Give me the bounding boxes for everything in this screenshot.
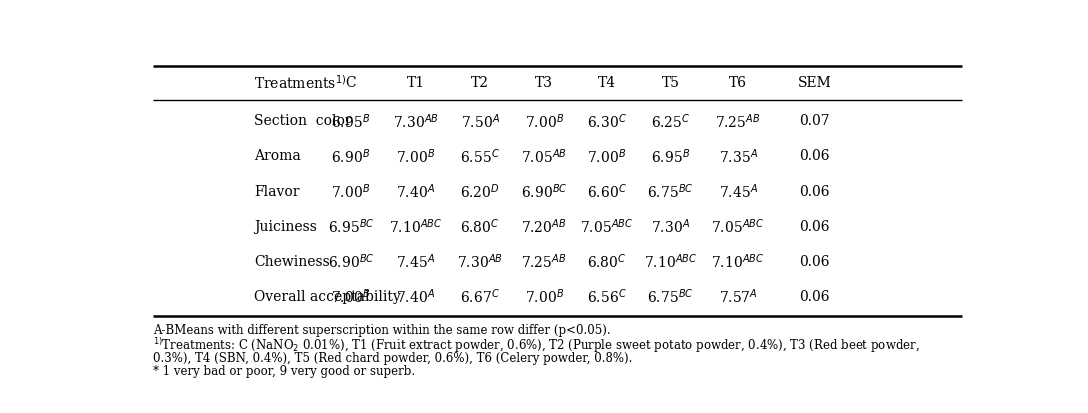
Text: 7.30$^{AB}$: 7.30$^{AB}$ — [393, 112, 438, 131]
Text: 6.20$^{D}$: 6.20$^{D}$ — [460, 182, 499, 200]
Text: Flavor: Flavor — [254, 184, 299, 198]
Text: C: C — [346, 76, 357, 90]
Text: 7.25$^{AB}$: 7.25$^{AB}$ — [715, 112, 761, 131]
Text: 7.00$^{B}$: 7.00$^{B}$ — [332, 287, 371, 305]
Text: 7.45$^{A}$: 7.45$^{A}$ — [718, 182, 757, 200]
Text: 6.30$^{C}$: 6.30$^{C}$ — [586, 112, 627, 131]
Text: 7.00$^{B}$: 7.00$^{B}$ — [586, 147, 626, 165]
Text: Treatments$^{1)}$: Treatments$^{1)}$ — [254, 74, 346, 92]
Text: A-BMeans with different superscription within the same row differ (p<0.05).: A-BMeans with different superscription w… — [152, 323, 610, 336]
Text: 7.10$^{ABC}$: 7.10$^{ABC}$ — [644, 252, 697, 271]
Text: 7.45$^{A}$: 7.45$^{A}$ — [396, 252, 435, 271]
Text: 6.80$^{C}$: 6.80$^{C}$ — [460, 217, 499, 235]
Text: 6.75$^{BC}$: 6.75$^{BC}$ — [647, 182, 694, 200]
Text: 6.55$^{C}$: 6.55$^{C}$ — [460, 147, 499, 165]
Text: 0.06: 0.06 — [800, 254, 830, 268]
Text: T2: T2 — [471, 76, 489, 90]
Text: 0.06: 0.06 — [800, 219, 830, 233]
Text: SEM: SEM — [798, 76, 831, 90]
Text: 6.60$^{C}$: 6.60$^{C}$ — [586, 182, 627, 200]
Text: 7.40$^{A}$: 7.40$^{A}$ — [396, 182, 435, 200]
Text: 6.90$^{BC}$: 6.90$^{BC}$ — [327, 252, 374, 271]
Text: 7.00$^{B}$: 7.00$^{B}$ — [332, 182, 371, 200]
Text: 7.35$^{A}$: 7.35$^{A}$ — [718, 147, 757, 165]
Text: 7.05$^{ABC}$: 7.05$^{ABC}$ — [712, 217, 765, 235]
Text: Section  color: Section color — [254, 114, 351, 128]
Text: 6.95$^{BC}$: 6.95$^{BC}$ — [327, 217, 374, 235]
Text: Overall acceptability: Overall acceptability — [254, 289, 400, 303]
Text: 6.95$^{B}$: 6.95$^{B}$ — [651, 147, 690, 165]
Text: Juiciness: Juiciness — [254, 219, 317, 233]
Text: 6.90$^{BC}$: 6.90$^{BC}$ — [521, 182, 567, 200]
Text: T3: T3 — [535, 76, 553, 90]
Text: 7.10$^{ABC}$: 7.10$^{ABC}$ — [712, 252, 765, 271]
Text: 0.3%), T4 (SBN, 0.4%), T5 (Red chard powder, 0.6%), T6 (Celery powder, 0.8%).: 0.3%), T4 (SBN, 0.4%), T5 (Red chard pow… — [152, 351, 632, 364]
Text: T6: T6 — [729, 76, 747, 90]
Text: 6.75$^{BC}$: 6.75$^{BC}$ — [647, 287, 694, 305]
Text: 0.07: 0.07 — [800, 114, 830, 128]
Text: T5: T5 — [662, 76, 680, 90]
Text: 6.25$^{C}$: 6.25$^{C}$ — [651, 112, 690, 131]
Text: 0.06: 0.06 — [800, 149, 830, 163]
Text: 6.95$^{B}$: 6.95$^{B}$ — [332, 112, 371, 131]
Text: 7.20$^{AB}$: 7.20$^{AB}$ — [521, 217, 567, 235]
Text: 0.06: 0.06 — [800, 289, 830, 303]
Text: 7.57$^{A}$: 7.57$^{A}$ — [719, 287, 757, 305]
Text: 6.67$^{C}$: 6.67$^{C}$ — [460, 287, 499, 305]
Text: 7.00$^{B}$: 7.00$^{B}$ — [396, 147, 435, 165]
Text: T4: T4 — [597, 76, 616, 90]
Text: T1: T1 — [407, 76, 425, 90]
Text: 7.30$^{AB}$: 7.30$^{AB}$ — [457, 252, 503, 271]
Text: Aroma: Aroma — [254, 149, 300, 163]
Text: 7.00$^{B}$: 7.00$^{B}$ — [524, 112, 564, 131]
Text: 0.06: 0.06 — [800, 184, 830, 198]
Text: 6.90$^{B}$: 6.90$^{B}$ — [332, 147, 371, 165]
Text: 7.40$^{A}$: 7.40$^{A}$ — [396, 287, 435, 305]
Text: 6.56$^{C}$: 6.56$^{C}$ — [586, 287, 627, 305]
Text: 7.30$^{A}$: 7.30$^{A}$ — [651, 217, 690, 235]
Text: 7.25$^{AB}$: 7.25$^{AB}$ — [521, 252, 567, 271]
Text: 6.80$^{C}$: 6.80$^{C}$ — [586, 252, 627, 271]
Text: 7.05$^{AB}$: 7.05$^{AB}$ — [521, 147, 567, 165]
Text: 7.05$^{ABC}$: 7.05$^{ABC}$ — [580, 217, 633, 235]
Text: * 1 very bad or poor, 9 very good or superb.: * 1 very bad or poor, 9 very good or sup… — [152, 364, 415, 377]
Text: $^{1)}$Treatments: C (NaNO$_{2}$ 0.01%), T1 (Fruit extract powder, 0.6%), T2 (Pu: $^{1)}$Treatments: C (NaNO$_{2}$ 0.01%),… — [152, 335, 919, 354]
Text: 7.10$^{ABC}$: 7.10$^{ABC}$ — [390, 217, 443, 235]
Text: 7.00$^{B}$: 7.00$^{B}$ — [524, 287, 564, 305]
Text: 7.50$^{A}$: 7.50$^{A}$ — [460, 112, 499, 131]
Text: Chewiness: Chewiness — [254, 254, 330, 268]
